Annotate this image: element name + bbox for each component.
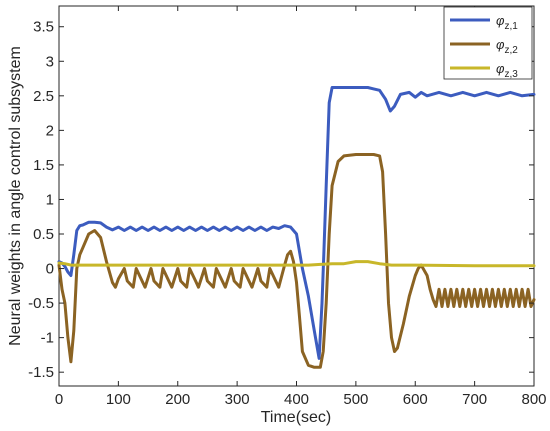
legend-subscript-3: z,3 bbox=[504, 69, 518, 80]
legend-subscript-1: z,1 bbox=[504, 21, 518, 32]
y-tick-label: -1 bbox=[41, 330, 54, 347]
series-line-1 bbox=[57, 86, 536, 360]
x-axis-label: Time(sec) bbox=[261, 409, 332, 426]
y-tick-label: 1 bbox=[46, 191, 54, 208]
series-line-2 bbox=[57, 153, 536, 369]
x-tick-label: 700 bbox=[462, 391, 487, 408]
legend: φz,1φz,2φz,3 bbox=[443, 6, 533, 80]
series-line-3 bbox=[57, 260, 536, 268]
y-axis: -1.5 -1 -0.5 0 0.5 1 1.5 2 2.5 3 3.5 bbox=[28, 19, 534, 381]
x-tick-label: 500 bbox=[343, 391, 368, 408]
y-tick-label: 0.5 bbox=[33, 226, 54, 243]
y-tick-label: 3.5 bbox=[33, 19, 54, 36]
y-tick-label: 3 bbox=[46, 53, 54, 70]
x-axis: 0 100 200 300 400 500 600 700 800 bbox=[55, 6, 547, 408]
y-axis-label: Neural weights in angle control subsyste… bbox=[7, 46, 24, 346]
legend-subscript-2: z,2 bbox=[504, 45, 518, 56]
y-tick-label: 0 bbox=[46, 261, 54, 278]
y-tick-label: 2 bbox=[46, 122, 54, 139]
x-tick-label: 800 bbox=[521, 391, 546, 408]
x-tick-label: 300 bbox=[225, 391, 250, 408]
series-layer bbox=[57, 86, 536, 369]
y-tick-label: 2.5 bbox=[33, 88, 54, 105]
x-tick-label: 200 bbox=[165, 391, 190, 408]
x-tick-label: 0 bbox=[55, 391, 63, 408]
x-tick-label: 100 bbox=[106, 391, 131, 408]
x-tick-label: 400 bbox=[284, 391, 309, 408]
y-tick-label: 1.5 bbox=[33, 157, 54, 174]
y-tick-label: -1.5 bbox=[28, 364, 54, 381]
y-tick-label: -0.5 bbox=[28, 295, 54, 312]
x-tick-label: 600 bbox=[403, 391, 428, 408]
